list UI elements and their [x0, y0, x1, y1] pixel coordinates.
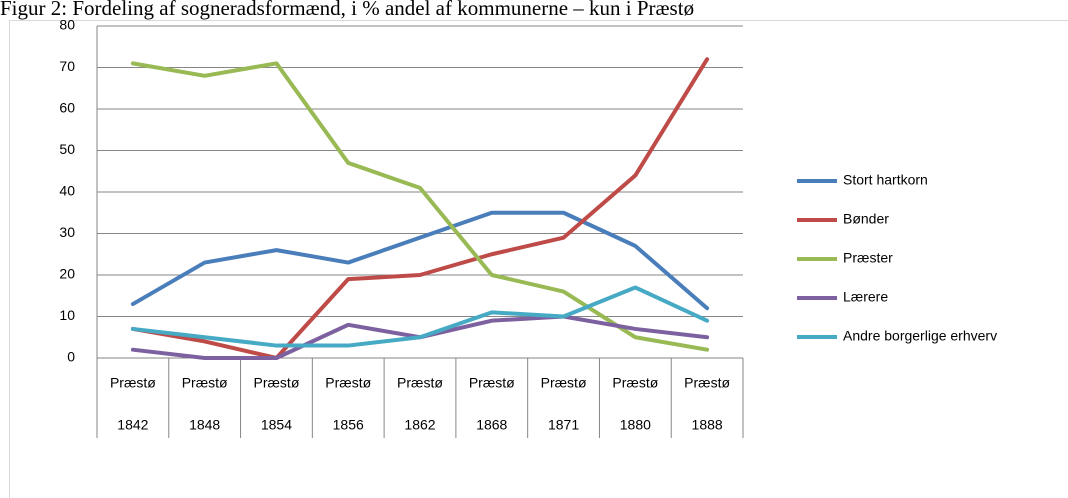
x-tick-label: Præstø [684, 375, 730, 391]
y-tick-label: 70 [59, 58, 75, 74]
y-tick-label: 0 [67, 349, 75, 365]
legend-label: Stort hartkorn [843, 172, 928, 188]
y-tick-label: 60 [59, 100, 75, 116]
chart-frame [9, 20, 1068, 498]
x-tick-label: 1856 [333, 417, 364, 433]
x-tick-label: 1880 [620, 417, 651, 433]
y-tick-label: 20 [59, 266, 75, 282]
x-tick-label: Præstø [397, 375, 443, 391]
x-tick-label: 1862 [404, 417, 435, 433]
x-tick-label: Præstø [325, 375, 371, 391]
x-tick-label: Præstø [469, 375, 515, 391]
series-line [130, 210, 710, 311]
y-tick-label: 80 [59, 17, 75, 33]
x-tick-label: 1854 [261, 417, 292, 433]
y-tick-label: 40 [59, 183, 75, 199]
legend-label: Andre borgerlige erhverv [843, 328, 997, 344]
x-tick-label: 1842 [117, 417, 148, 433]
x-tick-label: 1871 [548, 417, 579, 433]
chart-title: Figur 2: Fordeling af sogneradsformænd, … [0, 0, 694, 20]
y-tick-label: 50 [59, 141, 75, 157]
series-line [130, 285, 710, 348]
x-tick-label: Præstø [612, 375, 658, 391]
legend-label: Bønder [843, 211, 889, 227]
x-tick-label: Præstø [541, 375, 587, 391]
x-tick-label: 1848 [189, 417, 220, 433]
series-line [130, 61, 710, 352]
x-tick-label: Præstø [110, 375, 156, 391]
legend-label: Lærere [843, 289, 888, 305]
y-tick-label: 10 [59, 307, 75, 323]
x-tick-label: 1868 [476, 417, 507, 433]
x-tick-label: Præstø [253, 375, 299, 391]
x-tick-label: 1888 [692, 417, 723, 433]
y-tick-label: 30 [59, 224, 75, 240]
series-line [130, 57, 710, 360]
legend-label: Præster [843, 250, 893, 266]
x-tick-label: Præstø [182, 375, 228, 391]
